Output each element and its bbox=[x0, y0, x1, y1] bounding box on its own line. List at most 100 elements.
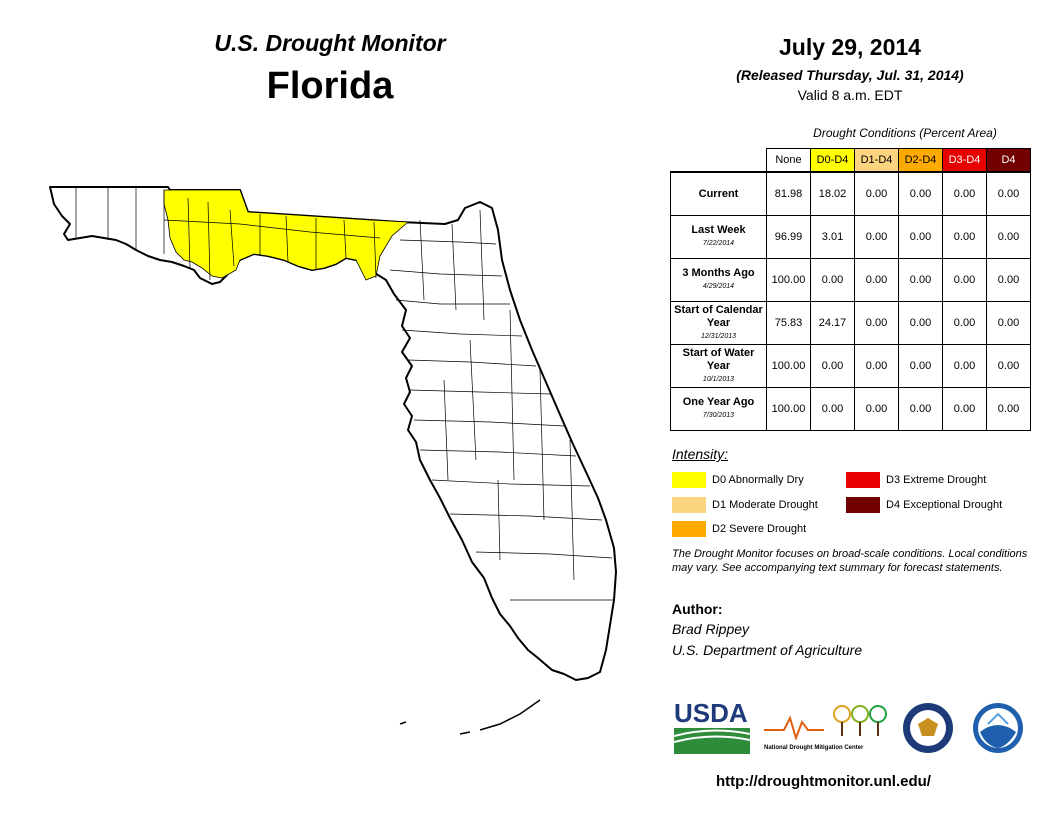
row-label-date: 10/1/2013 bbox=[702, 375, 735, 383]
legend-item-d4: D4 Exceptional Drought bbox=[846, 497, 1002, 513]
table-caption: Drought Conditions (Percent Area) bbox=[813, 126, 997, 140]
table-cell: 75.83 bbox=[766, 301, 811, 345]
legend-swatch-d2 bbox=[672, 521, 706, 537]
legend-label-d1: D1 Moderate Drought bbox=[712, 499, 818, 511]
table-cell: 0.00 bbox=[898, 387, 943, 431]
florida-outline bbox=[49, 186, 617, 681]
row-label: Last Week 7/22/2014 bbox=[670, 215, 767, 259]
florida-keys bbox=[399, 699, 541, 735]
table-cell: 0.00 bbox=[854, 387, 899, 431]
row-label-text: Start of Calendar Year bbox=[674, 303, 763, 329]
legend-swatch-d3 bbox=[846, 472, 880, 488]
legend-label-d3: D3 Extreme Drought bbox=[886, 474, 987, 486]
table-cell: 0.00 bbox=[986, 258, 1031, 302]
noaa-logo-icon bbox=[973, 703, 1023, 753]
table-cell: 0.00 bbox=[986, 215, 1031, 259]
table-cell: 0.00 bbox=[942, 344, 987, 388]
author-name: Brad Rippey bbox=[672, 621, 750, 637]
table-cell: 0.00 bbox=[986, 171, 1031, 216]
table-cell: 0.00 bbox=[810, 387, 855, 431]
row-label-text: Last Week bbox=[691, 224, 746, 236]
ndmc-logo-text: National Drought Mitigation Center bbox=[764, 745, 864, 751]
table-cell: 0.00 bbox=[854, 344, 899, 388]
column-header: None bbox=[766, 148, 811, 173]
usda-logo: USDA bbox=[673, 698, 751, 754]
commerce-seal-icon bbox=[903, 703, 953, 753]
table-corner bbox=[671, 149, 767, 173]
row-label: Current bbox=[670, 171, 767, 216]
row-label-date: 12/31/2013 bbox=[700, 332, 737, 340]
table-cell: 100.00 bbox=[766, 387, 811, 431]
column-header: D3-D4 bbox=[942, 148, 987, 173]
row-label: One Year Ago 7/30/2013 bbox=[670, 387, 767, 431]
table-cell: 0.00 bbox=[854, 171, 899, 216]
table-cell: 0.00 bbox=[942, 387, 987, 431]
table-cell: 0.00 bbox=[986, 387, 1031, 431]
table-cell: 0.00 bbox=[942, 215, 987, 259]
table-row: Current 81.98 18.02 0.00 0.00 0.00 0.00 bbox=[670, 171, 1031, 216]
row-label-text: Start of Water Year bbox=[682, 346, 755, 372]
legend-swatch-d1 bbox=[672, 497, 706, 513]
table-cell: 18.02 bbox=[810, 171, 855, 216]
row-label-date: 7/22/2014 bbox=[702, 240, 735, 247]
noaa-logo bbox=[972, 702, 1024, 759]
row-label: 3 Months Ago 4/29/2014 bbox=[670, 258, 767, 302]
date-title: July 29, 2014 bbox=[779, 34, 921, 60]
table-cell: 0.00 bbox=[942, 301, 987, 345]
table-header-row: None D0-D4 D1-D4 D2-D4 D3-D4 D4 bbox=[671, 148, 1031, 173]
commerce-seal bbox=[902, 702, 954, 759]
legend-label-d0: D0 Abnormally Dry bbox=[712, 474, 804, 486]
legend-swatch-d0 bbox=[672, 472, 706, 488]
table-cell: 100.00 bbox=[766, 344, 811, 388]
valid-time: Valid 8 a.m. EDT bbox=[797, 87, 903, 103]
table-cell: 0.00 bbox=[942, 171, 987, 216]
table-cell: 0.00 bbox=[898, 171, 943, 216]
table-cell: 0.00 bbox=[854, 258, 899, 302]
row-label-text: One Year Ago bbox=[682, 396, 755, 408]
legend-item-d2: D2 Severe Drought bbox=[672, 521, 806, 537]
table-cell: 0.00 bbox=[986, 344, 1031, 388]
release-date: (Released Thursday, Jul. 31, 2014) bbox=[736, 67, 964, 83]
table-row: Start of Water Year 10/1/2013 100.00 0.00 0.… bbox=[670, 344, 1031, 388]
table-cell: 0.00 bbox=[810, 344, 855, 388]
legend-label-d2: D2 Severe Drought bbox=[712, 523, 807, 535]
ndmc-trees-icon bbox=[764, 705, 887, 742]
table-cell: 0.00 bbox=[898, 258, 943, 302]
row-label-date: 4/29/2014 bbox=[702, 283, 735, 290]
table-cell: 0.00 bbox=[854, 215, 899, 259]
table-cell: 24.17 bbox=[810, 301, 855, 345]
table-row: Last Week 7/22/2014 96.99 3.01 0.00 0.00 0.00 0… bbox=[670, 215, 1031, 259]
table-cell: 0.00 bbox=[942, 258, 987, 302]
row-label: Start of Water Year 10/1/2013 bbox=[670, 344, 767, 388]
intensity-title: Intensity: bbox=[672, 446, 729, 462]
florida-map-svg bbox=[49, 186, 617, 735]
disclaimer-note: The Drought Monitor focuses on broad-sca… bbox=[672, 548, 1028, 574]
table-cell: 81.98 bbox=[766, 171, 811, 216]
table-cell: 3.01 bbox=[810, 215, 855, 259]
florida-map bbox=[40, 180, 630, 740]
state-title: Florida bbox=[266, 65, 394, 107]
author-org: U.S. Department of Agriculture bbox=[672, 642, 863, 658]
table-cell: 0.00 bbox=[898, 344, 943, 388]
row-label-date: 7/30/2013 bbox=[702, 412, 735, 419]
table-cell: 0.00 bbox=[898, 301, 943, 345]
row-label: Start of Calendar Year 12/31/2013 bbox=[670, 301, 767, 345]
row-label-text: 3 Months Ago bbox=[682, 267, 755, 279]
county-lines bbox=[75, 188, 614, 601]
table-cell: 0.00 bbox=[898, 215, 943, 259]
header-left: U.S. Drought Monitor Florida bbox=[150, 30, 510, 108]
legend-item-d1: D1 Moderate Drought bbox=[672, 497, 818, 513]
legend-item-d0: D0 Abnormally Dry bbox=[672, 472, 804, 488]
column-header: D2-D4 bbox=[898, 148, 943, 173]
legend-item-d3: D3 Extreme Drought bbox=[846, 472, 986, 488]
ndmc-logo: National Drought Mitigation Center bbox=[764, 700, 890, 752]
table-row: 3 Months Ago 4/29/2014 100.00 0.00 0.00 0.00 0… bbox=[670, 258, 1031, 302]
author-label: Author: bbox=[672, 601, 723, 617]
source-url[interactable]: http://droughtmonitor.unl.edu/ bbox=[716, 773, 931, 790]
usda-logo-text: USDA bbox=[674, 698, 748, 728]
table-cell: 0.00 bbox=[854, 301, 899, 345]
table-row: Start of Calendar Year 12/31/2013 75.83 24.… bbox=[670, 301, 1031, 345]
table-cell: 0.00 bbox=[810, 258, 855, 302]
drought-region-d0 bbox=[163, 189, 410, 281]
table-cell: 96.99 bbox=[766, 215, 811, 259]
